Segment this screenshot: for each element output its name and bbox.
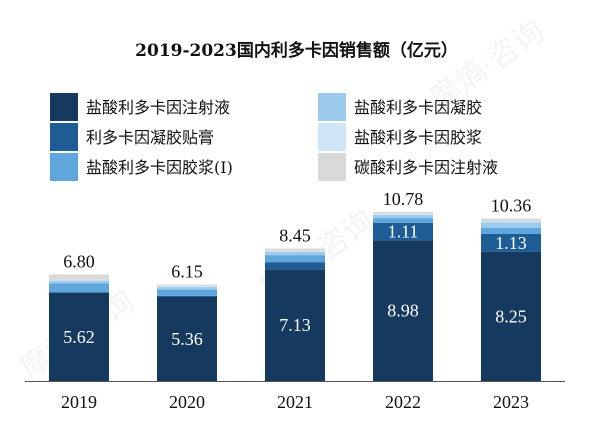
data-label-2022-series-0: 8.98 — [387, 301, 419, 321]
x-tick-2020: 2020 — [169, 392, 205, 412]
bar-2019-series-5 — [49, 274, 109, 280]
bars: 5.62 6.80 5.36 6.15 7.13 8.45 8.98 1.11 10.78 8.2… — [49, 189, 541, 381]
bar-2019-series-4 — [49, 279, 109, 281]
bar-2019-series-2 — [49, 283, 109, 293]
legend-label-5: 碳酸利多卡因注射液 — [354, 158, 498, 177]
bar-2022-series-0 — [373, 240, 433, 381]
bar-2020-series-4 — [157, 286, 217, 287]
bar-2021-series-3 — [265, 251, 325, 256]
data-label-2020-series-0: 5.36 — [171, 329, 203, 349]
data-label-2021-series-0: 7.13 — [279, 315, 311, 335]
legend-swatch-2 — [50, 153, 78, 181]
legend-label-1: 利多卡因凝胶贴膏 — [86, 128, 214, 147]
bar-2020-series-1 — [157, 295, 217, 297]
legend-label-2: 盐酸利多卡因胶浆(I) — [86, 158, 233, 177]
bar-2021-series-0 — [265, 269, 325, 381]
bar-2020-series-3 — [157, 286, 217, 290]
legend-swatch-3 — [318, 93, 346, 121]
bar-2022-series-2 — [373, 218, 433, 223]
x-tick-labels: 2019 2020 2021 2022 2023 — [61, 392, 529, 412]
x-tick-2019: 2019 — [61, 392, 97, 412]
bar-2023-series-5 — [481, 218, 541, 221]
bar-2020-series-2 — [157, 289, 217, 296]
total-label-2020: 6.15 — [171, 262, 203, 282]
legend-swatch-4 — [318, 123, 346, 151]
bar-2019-series-0 — [49, 292, 109, 381]
total-label-2021: 8.45 — [279, 226, 311, 246]
bar-2023-series-4 — [481, 220, 541, 223]
bar-2022-series-3 — [373, 214, 433, 219]
data-label-2019-series-0: 5.62 — [63, 327, 95, 347]
bar-2022-series-1 — [373, 222, 433, 241]
total-label-2023: 10.36 — [491, 196, 532, 216]
bar-2019-series-1 — [49, 292, 109, 293]
bar-2021-series-1 — [265, 262, 325, 270]
legend-swatch-5 — [318, 153, 346, 181]
bar-2022-series-4 — [373, 213, 433, 215]
data-label-2023-series-0: 8.25 — [495, 306, 527, 326]
legend-swatch-1 — [50, 123, 78, 151]
data-label-2023-series-1: 1.13 — [495, 233, 527, 253]
legend-label-3: 盐酸利多卡因凝胶 — [354, 98, 482, 117]
x-tick-2022: 2022 — [385, 392, 421, 412]
bar-2020-series-5 — [157, 284, 217, 287]
chart-title: 2019-2023国内利多卡因销售额（亿元） — [135, 40, 458, 61]
bar-2023-series-3 — [481, 222, 541, 228]
bar-2022-series-5 — [373, 212, 433, 214]
data-label-2022-series-1: 1.11 — [388, 222, 419, 242]
x-tick-2021: 2021 — [277, 392, 313, 412]
x-tick-2023: 2023 — [493, 392, 529, 412]
total-label-2022: 10.78 — [383, 189, 424, 209]
bar-2021-series-2 — [265, 255, 325, 263]
bar-2021-series-4 — [265, 250, 325, 252]
legend-swatch-0 — [50, 93, 78, 121]
bar-2020-series-0 — [157, 296, 217, 381]
legend-label-0: 盐酸利多卡因注射液 — [86, 98, 230, 117]
bar-2023-series-1 — [481, 233, 541, 252]
bar-2023-series-0 — [481, 251, 541, 381]
total-label-2019: 6.80 — [63, 251, 95, 271]
legend-label-4: 盐酸利多卡因胶浆 — [354, 128, 482, 147]
bar-2023-series-2 — [481, 227, 541, 234]
bar-2019-series-3 — [49, 280, 109, 284]
bar-2021-series-5 — [265, 248, 325, 251]
